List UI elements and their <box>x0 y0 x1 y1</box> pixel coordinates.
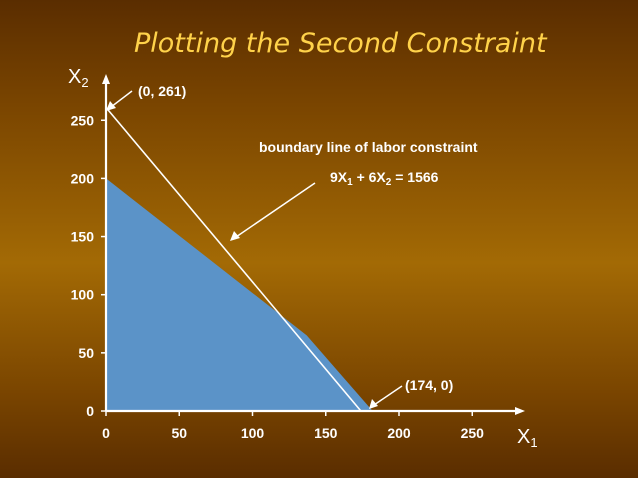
x-tick-label: 100 <box>241 425 265 441</box>
y-tick-label: 0 <box>86 403 94 419</box>
x-tick-label: 50 <box>171 425 187 441</box>
arrow-head-icon <box>230 231 240 241</box>
slide-title: Plotting the Second Constraint <box>134 28 547 59</box>
arrow-to-y-intercept <box>110 90 133 108</box>
x-tick-label: 150 <box>314 425 338 441</box>
x-intercept-label: (174, 0) <box>405 377 453 393</box>
constraint-equation: 9X1 + 6X2 = 1566 <box>330 169 439 188</box>
x-axis-arrow-icon <box>515 407 525 415</box>
arrow-to-boundary <box>235 182 316 238</box>
x-tick-label: 200 <box>387 425 411 441</box>
x-axis-name: X1 <box>517 426 538 450</box>
y-tick-label: 50 <box>78 345 94 361</box>
feasible-region <box>106 178 373 411</box>
y-tick-label: 200 <box>71 170 95 186</box>
axis-tick-labels: 0 50 100 150 200 250 0 50 100 150 200 250 <box>71 112 485 441</box>
y-axis-name: X2 <box>68 66 89 90</box>
y-tick-label: 250 <box>71 112 95 128</box>
axis-ticks <box>101 119 473 416</box>
y-axis-arrow-icon <box>102 74 110 84</box>
arrow-head-icon <box>106 101 116 111</box>
y-tick-label: 150 <box>71 229 95 245</box>
arrow-to-x-intercept <box>373 385 403 406</box>
constraint-boundary-line <box>105 106 362 412</box>
x-tick-label: 250 <box>461 425 485 441</box>
boundary-line-label: boundary line of labor constraint <box>259 139 478 155</box>
y-tick-label: 100 <box>71 287 95 303</box>
x-tick-label: 0 <box>102 425 110 441</box>
y-intercept-label: (0, 261) <box>138 83 186 99</box>
arrow-head-icon <box>369 399 378 409</box>
